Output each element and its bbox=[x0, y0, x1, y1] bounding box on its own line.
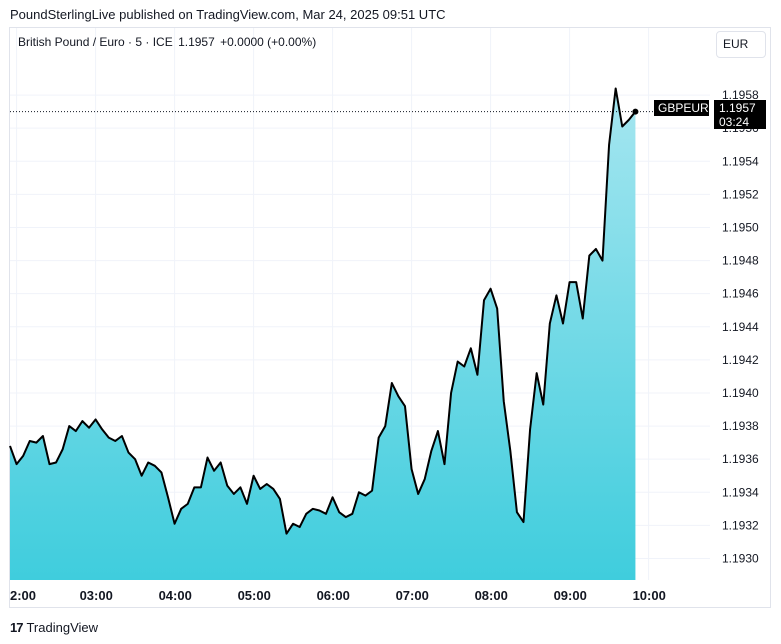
y-tick-label: 1.1944 bbox=[722, 320, 759, 334]
price-label-ticker: GBPEUR bbox=[658, 101, 709, 115]
y-tick-label: 1.1930 bbox=[722, 551, 759, 565]
y-tick-label: 1.1950 bbox=[722, 220, 759, 234]
y-tick-label: 1.1932 bbox=[722, 518, 759, 532]
currency-button[interactable]: EUR bbox=[716, 31, 766, 58]
x-tick-label: 03:00 bbox=[80, 588, 113, 603]
last-price-dot bbox=[632, 108, 639, 115]
legend-symbol[interactable]: British Pound / Euro · 5 · ICE bbox=[18, 35, 173, 49]
x-tick-label: 07:00 bbox=[396, 588, 429, 603]
y-tick-label: 1.1952 bbox=[722, 187, 759, 201]
y-tick-label: 1.1946 bbox=[722, 287, 759, 301]
x-tick-label: 06:00 bbox=[317, 588, 350, 603]
x-tick-label: 08:00 bbox=[475, 588, 508, 603]
tradingview-logo-icon[interactable]: 17 bbox=[10, 620, 24, 635]
y-tick-label: 1.1942 bbox=[722, 353, 759, 367]
area-fill bbox=[10, 88, 636, 580]
x-tick-label: 05:00 bbox=[238, 588, 271, 603]
x-tick-label: 09:00 bbox=[554, 588, 587, 603]
price-label-price: 1.1957 bbox=[719, 101, 756, 115]
legend-change: +0.0000 (+0.00%) bbox=[220, 35, 317, 49]
y-tick-label: 1.1938 bbox=[722, 419, 759, 433]
chart-legend: British Pound / Euro · 5 · ICE 1.1957 +0… bbox=[18, 35, 318, 49]
legend-last: 1.1957 bbox=[178, 35, 215, 49]
y-tick-label: 1.1940 bbox=[722, 386, 759, 400]
footer-brand[interactable]: TradingView bbox=[26, 620, 99, 635]
price-label-countdown: 03:24 bbox=[719, 115, 749, 129]
price-line bbox=[9, 87, 637, 535]
y-tick-label: 1.1934 bbox=[722, 485, 759, 499]
y-tick-label: 1.1958 bbox=[722, 88, 759, 102]
y-tick-label: 1.1954 bbox=[722, 154, 759, 168]
x-axis: 2:00 03:00 04:00 05:00 06:00 07:00 08:00 09:00 1… bbox=[10, 588, 666, 603]
chart-panel bbox=[9, 27, 771, 608]
publisher-line: PoundSterlingLive published on TradingVi… bbox=[10, 7, 446, 22]
y-tick-label: 1.1936 bbox=[722, 452, 759, 466]
x-tick-label: 2:00 bbox=[10, 588, 36, 603]
footer: 17 TradingView bbox=[10, 620, 98, 635]
y-axis: 1.1930 1.1932 1.1934 1.1936 1.1938 1.1940 1.19… bbox=[722, 88, 759, 565]
y-tick-label: 1.1948 bbox=[722, 254, 759, 268]
price-label: GBPEUR 1.1957 03:24 bbox=[654, 100, 766, 129]
x-tick-label: 04:00 bbox=[159, 588, 192, 603]
x-tick-label: 10:00 bbox=[633, 588, 666, 603]
